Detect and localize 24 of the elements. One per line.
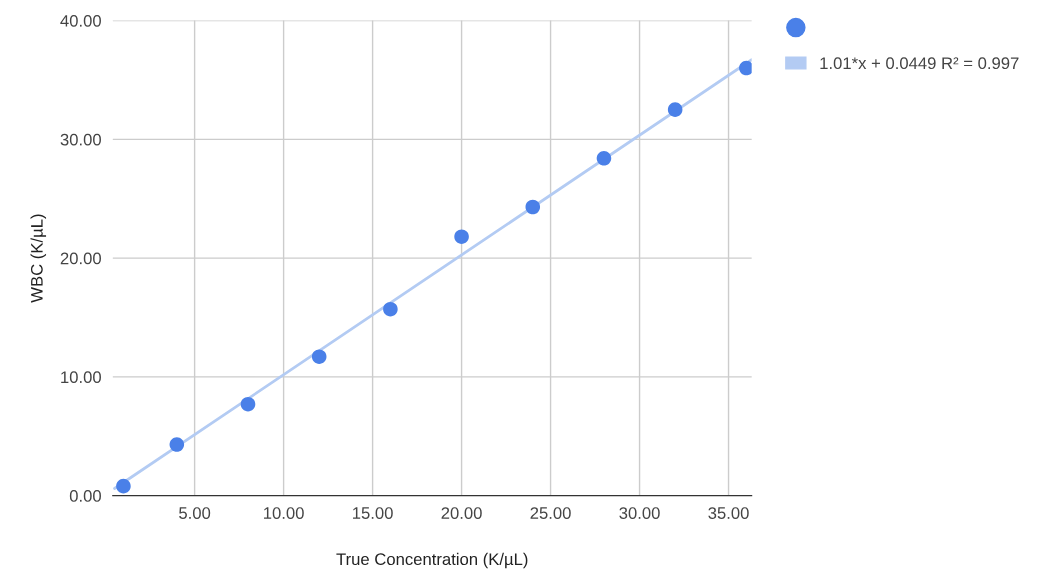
y-tick-label: 40.00: [60, 14, 101, 27]
y-tick-label: 10.00: [61, 371, 101, 384]
point: [383, 301, 398, 317]
point: [240, 396, 256, 412]
x-tick-label: 20.00: [441, 507, 482, 519]
x-axis-title: True Concentration (K/µL): [336, 552, 528, 569]
x-tick-label: 5.00: [179, 507, 211, 519]
legend-label: 1.01*x + 0.0449 R² = 0.997: [820, 57, 1019, 70]
x-tick-label: 25.00: [530, 507, 571, 519]
y-tick-label: 0.00: [69, 490, 101, 502]
x-tick-label: 10.00: [264, 507, 304, 519]
y-axis-title: WBC (K/µL): [30, 214, 47, 303]
point: [311, 349, 327, 364]
y-tick-label: 30.00: [60, 133, 101, 146]
point: [525, 199, 541, 215]
point: [169, 437, 185, 452]
point: [116, 478, 131, 494]
point: [667, 102, 683, 117]
x-tick-label: 30.00: [619, 507, 660, 519]
point: [454, 229, 469, 244]
y-tick-label: 20.00: [60, 252, 101, 265]
x-tick-label: 35.00: [708, 507, 749, 519]
x-tick-label: 15.00: [353, 507, 393, 519]
point: [596, 151, 612, 166]
